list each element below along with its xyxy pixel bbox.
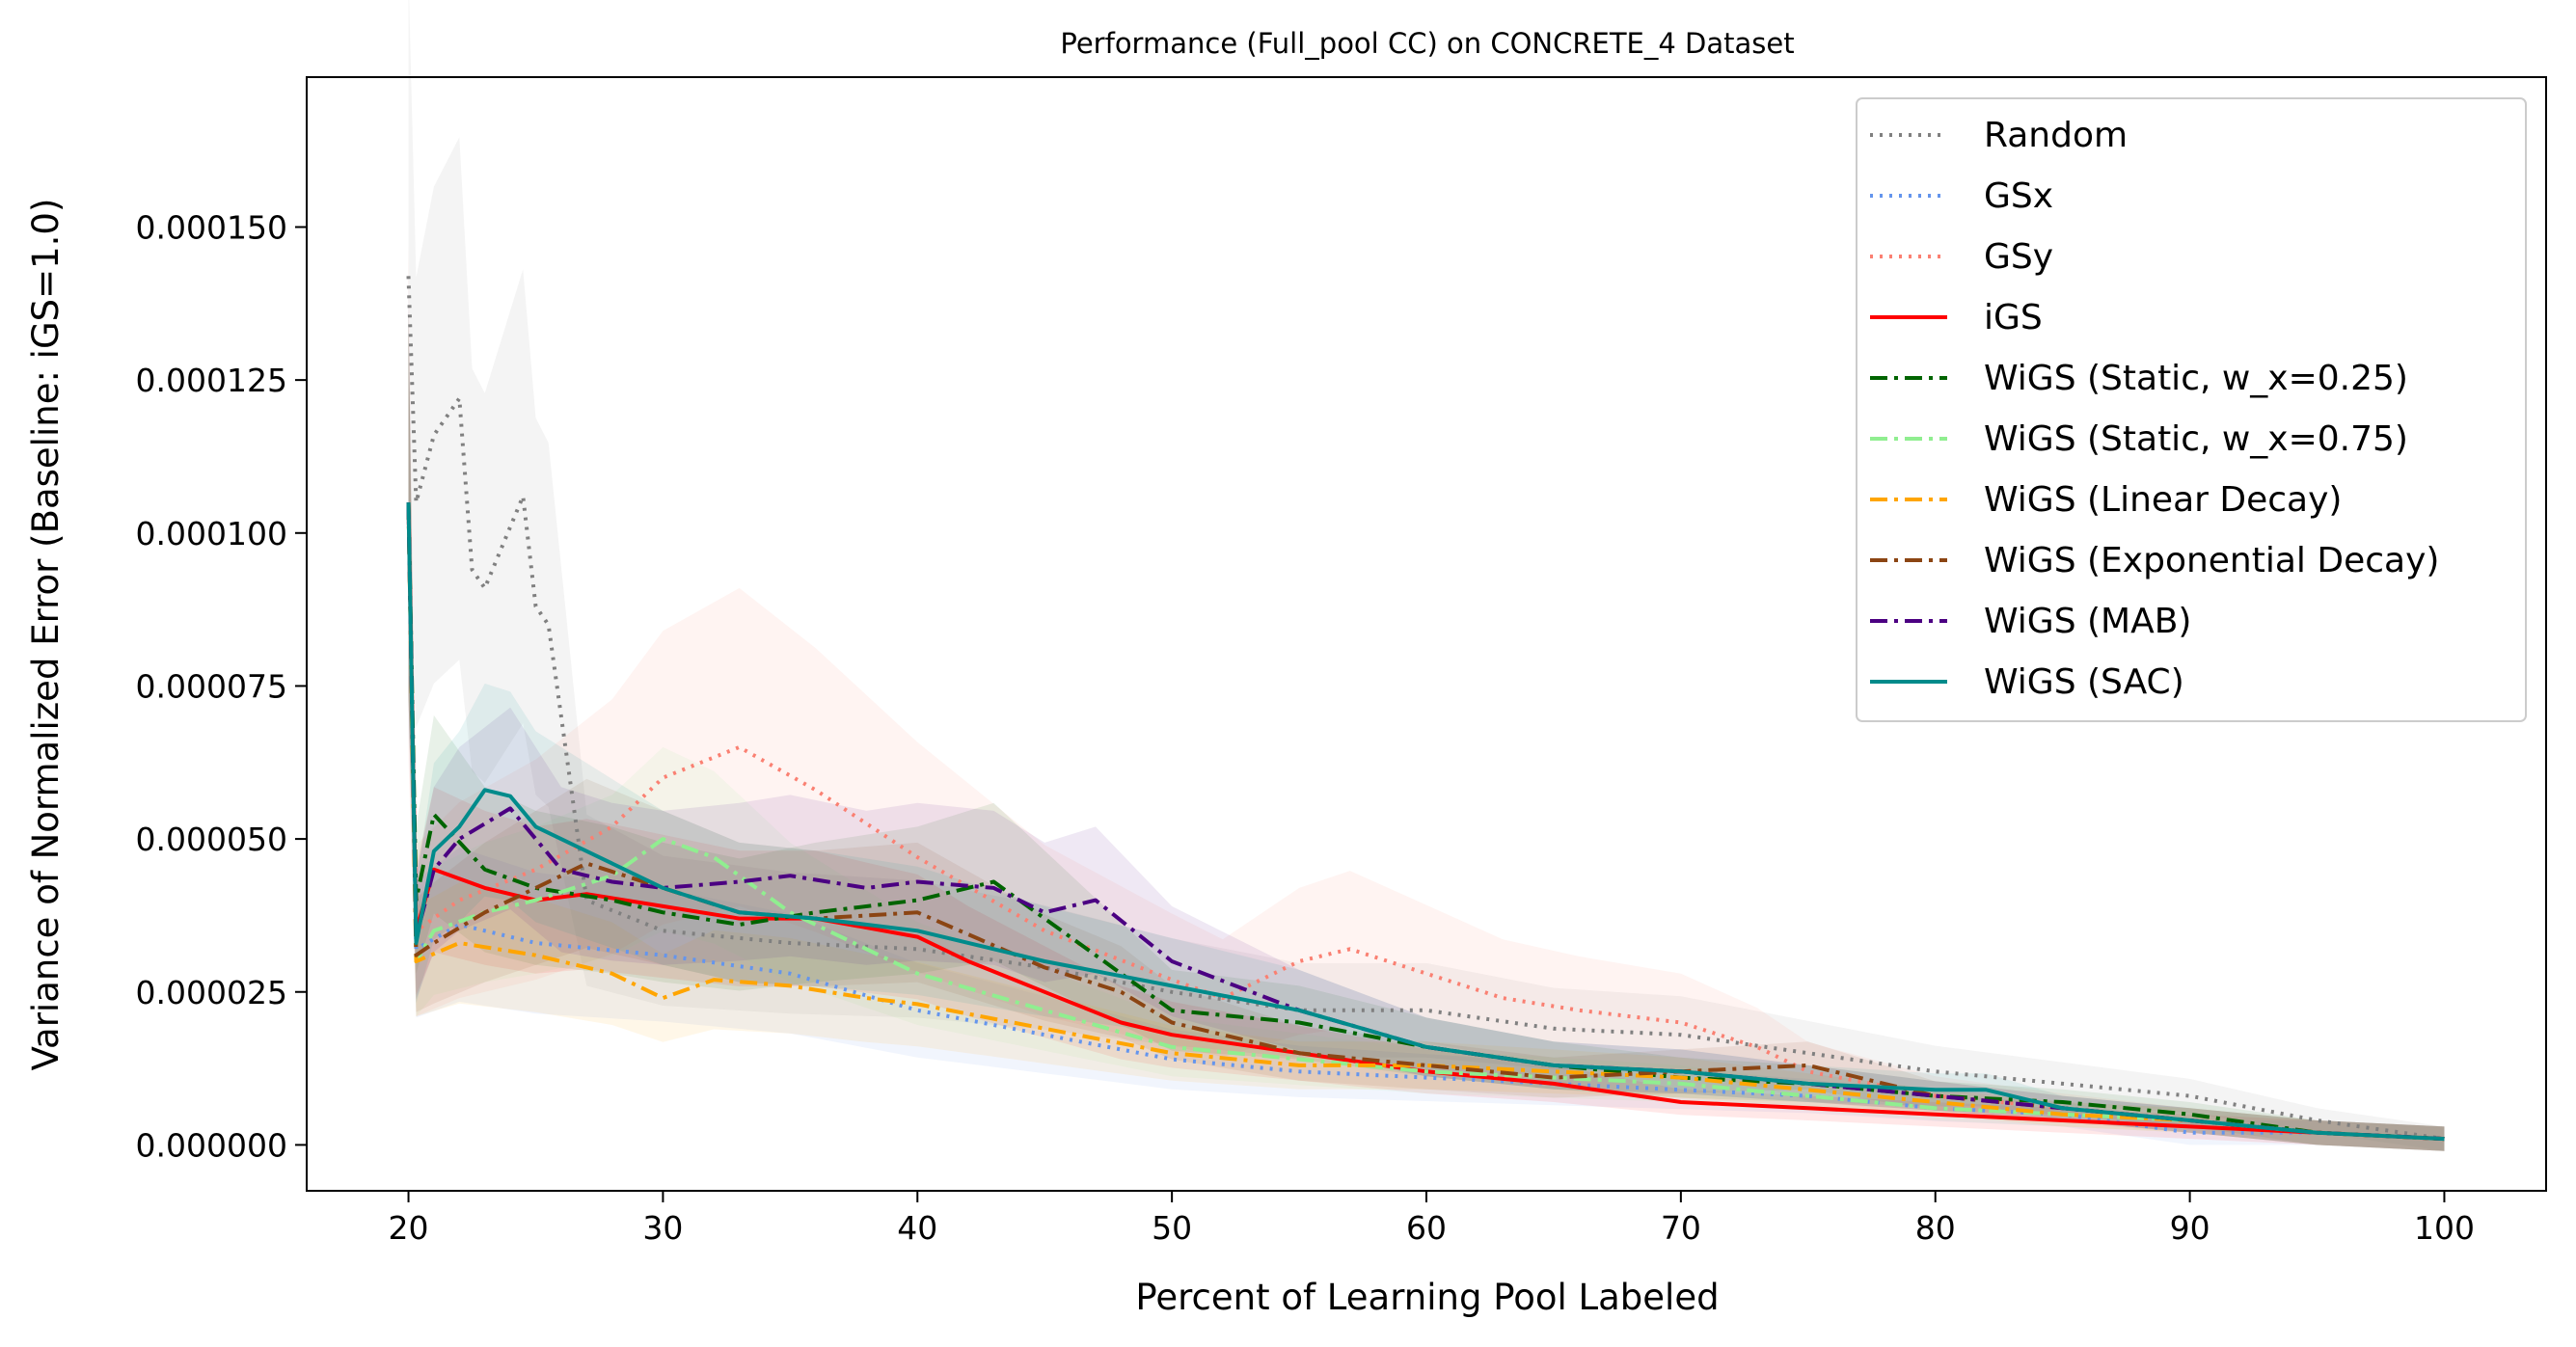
x-tick-label: 60 — [1406, 1209, 1447, 1247]
y-tick-label: 0.000100 — [136, 515, 287, 552]
legend-label: WiGS (SAC) — [1984, 662, 2184, 702]
chart-title: Performance (Full_pool CC) on CONCRETE_4… — [1060, 27, 1794, 60]
legend-label: WiGS (Static, w_x=0.75) — [1984, 419, 2408, 459]
y-tick-label: 0.000025 — [136, 974, 287, 1011]
line-gsy — [406, 502, 2445, 1142]
x-tick-label: 20 — [389, 1209, 429, 1247]
legend-box — [1856, 97, 2527, 722]
y-tick-label: 0.000050 — [136, 821, 287, 858]
y-axis-ticks: 0.000000 0.000025 0.000050 0.000075 0.000100… — [136, 208, 307, 1164]
series-lines — [406, 276, 2445, 1142]
y-tick-label: 0.000150 — [136, 208, 287, 246]
x-tick-label: 50 — [1152, 1209, 1192, 1247]
band-wigs-sac — [408, 310, 2445, 1151]
legend-label: WiGS (MAB) — [1984, 602, 2191, 641]
legend-label: Random — [1984, 116, 2128, 155]
band-wigs-exponential-decay — [408, 310, 2445, 1151]
confidence-bands — [408, 0, 2445, 1151]
line-wigs-sac — [406, 502, 2445, 1142]
legend-item-wigs-mab: WiGS (MAB) — [1870, 602, 2191, 641]
legend-item-gsy: GSy — [1870, 237, 2053, 277]
x-axis-ticks: 20 30 40 50 60 70 80 90 100 — [389, 1191, 2475, 1247]
legend-item-wigs-static-w-x-0-75: WiGS (Static, w_x=0.75) — [1870, 419, 2408, 459]
legend-item-wigs-exponential-decay: WiGS (Exponential Decay) — [1870, 541, 2439, 580]
legend-item-wigs-linear-decay: WiGS (Linear Decay) — [1870, 480, 2342, 520]
legend-label: iGS — [1984, 298, 2043, 337]
band-wigs-static-w-x-0-75 — [408, 310, 2445, 1151]
x-tick-label: 90 — [2170, 1209, 2210, 1247]
line-igs — [406, 502, 2445, 1142]
legend-item-gsx: GSx — [1870, 176, 2053, 216]
line-wigs-mab — [406, 502, 2445, 1142]
line-wigs-exponential-decay — [406, 502, 2445, 1142]
legend-item-wigs-static-w-x-0-25: WiGS (Static, w_x=0.25) — [1870, 359, 2408, 398]
x-tick-label: 80 — [1915, 1209, 1956, 1247]
legend-label: WiGS (Exponential Decay) — [1984, 541, 2439, 580]
band-wigs-static-w-x-0-25 — [408, 310, 2445, 1151]
y-tick-label: 0.000125 — [136, 362, 287, 399]
legend-item-wigs-sac: WiGS (SAC) — [1870, 662, 2184, 702]
legend-label: GSy — [1984, 237, 2053, 277]
line-wigs-static-w-x-0-75 — [406, 502, 2445, 1142]
legend-item-igs: iGS — [1870, 298, 2043, 337]
x-tick-label: 40 — [897, 1209, 937, 1247]
legend-label: WiGS (Linear Decay) — [1984, 480, 2342, 520]
x-tick-label: 70 — [1661, 1209, 1701, 1247]
line-wigs-linear-decay — [406, 502, 2445, 1142]
band-gsy — [408, 245, 2445, 1151]
x-tick-label: 30 — [642, 1209, 683, 1247]
y-axis-label: Variance of Normalized Error (Baseline: … — [25, 199, 67, 1071]
legend-label: WiGS (Static, w_x=0.25) — [1984, 359, 2408, 398]
x-tick-label: 100 — [2414, 1209, 2475, 1247]
line-gsx — [406, 502, 2445, 1142]
y-tick-label: 0.000075 — [136, 667, 287, 705]
band-wigs-mab — [408, 310, 2445, 1151]
y-tick-label: 0.000000 — [136, 1126, 287, 1164]
legend-label: GSx — [1984, 176, 2053, 216]
legend: Random GSx GSy iGS WiGS (Static, w_x=0.25) Wi… — [1856, 97, 2527, 722]
band-igs — [408, 310, 2445, 1151]
legend-item-random: Random — [1870, 116, 2128, 155]
x-axis-label: Percent of Learning Pool Labeled — [1135, 1277, 1719, 1318]
